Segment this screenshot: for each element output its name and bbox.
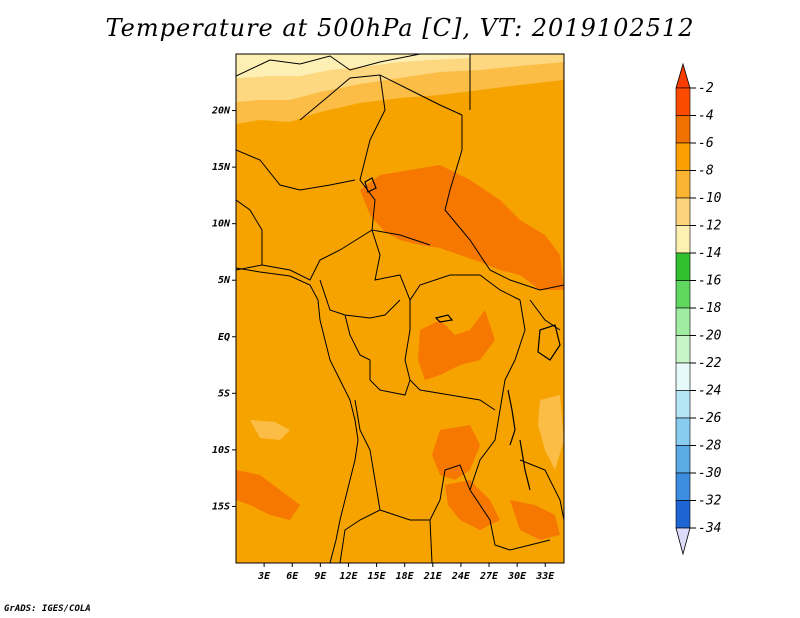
temperature-patch-warm-east (510, 500, 560, 540)
colorbar-label-6: -14 (698, 246, 721, 261)
temperature-patch-cool-east (538, 395, 564, 470)
colorbar-swatch-0 (675, 87, 691, 116)
lon-tick-label-5: 18E (396, 571, 415, 582)
lon-tick-label-8: 27E (479, 571, 499, 582)
lat-tick-label-4: EQ (218, 332, 230, 343)
lat-tick-label-7: 15S (212, 501, 230, 512)
lat-tick-label-2: 10N (212, 219, 231, 230)
colorbar-swatch-5 (675, 225, 691, 254)
colorbar-label-9: -20 (698, 329, 722, 344)
colorbar-label-5: -12 (698, 219, 722, 234)
colorbar-label-3: -8 (698, 164, 714, 179)
lon-tick-label-4: 15E (368, 571, 387, 582)
colorbar-label-11: -24 (698, 384, 721, 399)
lon-tick-label-0: 3E (257, 571, 271, 582)
lon-tick-label-2: 9E (314, 571, 327, 582)
temperature-patch-warm-congo (418, 310, 495, 380)
colorbar-label-2: -6 (698, 136, 714, 151)
colorbar-swatch-8 (675, 307, 691, 336)
colorbar-swatch-11 (675, 390, 691, 419)
lon-tick-label-6: 21E (423, 571, 443, 582)
temperature-patch-warm-southwest (236, 470, 300, 520)
lon-tick-label-3: 12E (339, 571, 358, 582)
lat-tick-label-1: 15N (212, 162, 231, 173)
colorbar-label-4: -10 (698, 191, 722, 206)
temperature-patch-warm-central (360, 165, 564, 290)
colorbar-swatch-1 (675, 115, 691, 144)
colorbar: -2 -4 -6 -8 -10 -12 -14 -16 -18 -20 -22 -24 -26 -28 -3… (675, 62, 722, 556)
colorbar-label-10: -22 (698, 356, 722, 371)
lon-tick-label-7: 24E (451, 571, 471, 582)
colorbar-label-15: -32 (698, 494, 722, 509)
colorbar-top-arrow (675, 62, 691, 89)
temperature-patch-warm-south (432, 425, 480, 480)
country-borders (236, 54, 564, 563)
lat-tick-label-6: 10S (212, 445, 230, 456)
map-frame (235, 53, 565, 564)
colorbar-label-13: -28 (698, 439, 722, 454)
map-plot (236, 54, 564, 563)
colorbar-label-14: -30 (698, 466, 722, 481)
colorbar-swatch-2 (675, 142, 691, 171)
colorbar-label-1: -4 (698, 109, 714, 124)
colorbar-swatch-14 (675, 472, 691, 501)
colorbar-swatch-10 (675, 362, 691, 391)
colorbar-swatch-4 (675, 197, 691, 226)
colorbar-label-12: -26 (698, 411, 722, 426)
lon-tick-label-1: 6E (286, 571, 299, 582)
colorbar-label-16: -34 (698, 521, 721, 536)
map-title: Temperature at 500hPa [C], VT: 201910251… (105, 14, 695, 42)
colorbar-swatch-12 (675, 417, 691, 446)
temperature-patch-warm-southeast (445, 480, 500, 530)
footer-credit: GrADS: IGES/COLA (4, 604, 91, 614)
colorbar-swatch-9 (675, 335, 691, 364)
latitude-axis: 20N 15N 10N 5N EQ 5S 10S 15S (211, 106, 236, 512)
colorbar-swatch-6 (675, 252, 691, 281)
coastline (236, 267, 359, 563)
lakes (364, 177, 561, 491)
lat-tick-label-0: 20N (211, 106, 231, 117)
lon-tick-label-9: 30E (507, 571, 527, 582)
temperature-field-base (236, 54, 564, 563)
colorbar-label-0: -2 (698, 81, 714, 96)
colorbar-label-8: -18 (698, 301, 722, 316)
colorbar-label-7: -16 (698, 274, 722, 289)
lon-tick-label-10: 33E (535, 571, 555, 582)
lat-tick-label-3: 5N (218, 275, 231, 286)
temperature-patch-cool-atlantic (250, 420, 290, 440)
colorbar-swatch-7 (675, 280, 691, 309)
lat-tick-label-5: 5S (218, 388, 230, 399)
colorbar-bottom-arrow (675, 527, 691, 556)
colorbar-swatch-15 (675, 500, 691, 529)
longitude-axis: 3E 6E 9E 12E 15E 18E 21E 24E 27E 30E 33E (257, 563, 555, 582)
temperature-band-minus12 (236, 54, 470, 78)
colorbar-swatch-3 (675, 170, 691, 199)
colorbar-swatch-13 (675, 445, 691, 474)
